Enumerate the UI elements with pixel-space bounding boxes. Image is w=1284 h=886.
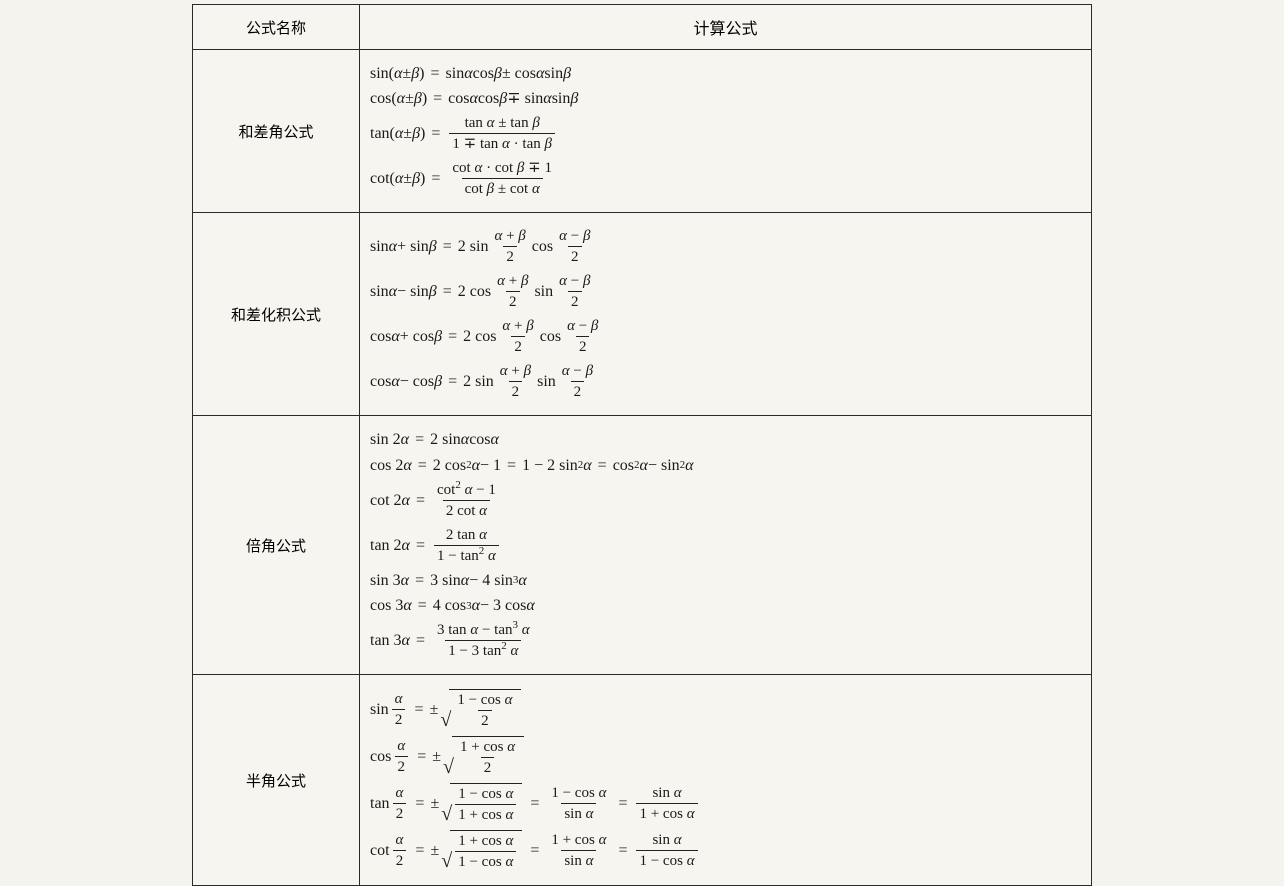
header-formula: 计算公式 [360, 5, 1092, 50]
formula-cell: sin α2=± √1 − cos α2 cos α2=± √1 + cos α2… [360, 675, 1092, 886]
formula-line: cos α2=± √1 + cos α2 [370, 736, 1081, 777]
formula-line: cos 2α=2 cos2 α − 1=1 − 2 sin2 α=cos2 α … [370, 456, 1081, 475]
formula-line: tan 3α=3 tan α − tan3 α1 − 3 tan2 α [370, 621, 1081, 660]
formula-line: cot(α ± β)=cot α · cot β ∓ 1cot β ± cot … [370, 159, 1081, 198]
formula-line: cot α2=± √1 + cos α1 − cos α=1 + cos αsi… [370, 830, 1081, 871]
formula-line: tan α2=± √1 − cos α1 + cos α=1 − cos αsi… [370, 783, 1081, 824]
formula-line: sin(α ± β)=sin α cos β ± cos α sin β [370, 64, 1081, 83]
formula-line: sin 3α=3 sin α − 4 sin3 α [370, 571, 1081, 590]
table-header-row: 公式名称 计算公式 [193, 5, 1092, 50]
formula-name-cell: 半角公式 [193, 675, 360, 886]
formula-line: cot 2α=cot2 α − 12 cot α [370, 481, 1081, 520]
formula-line: cos(α ± β)=cos α cos β ∓ sin α sin β [370, 89, 1081, 108]
formula-cell: sin 2α=2 sin α cos α cos 2α=2 cos2 α − 1=… [360, 416, 1092, 675]
formula-line: sin α2=± √1 − cos α2 [370, 689, 1081, 730]
table-row: 倍角公式 sin 2α=2 sin α cos α cos 2α=2 cos2 α … [193, 416, 1092, 675]
formula-name-cell: 和差角公式 [193, 50, 360, 213]
formula-line: cos 3α=4 cos3 α − 3 cos α [370, 596, 1081, 615]
formula-line: cos α + cos β=2 cos α + β2 cos α − β2 [370, 317, 1081, 356]
formula-line: sin α + sin β=2 sin α + β2 cos α − β2 [370, 227, 1081, 266]
table-row: 和差角公式sin(α ± β)=sin α cos β ± cos α sin … [193, 50, 1092, 213]
formula-line: sin α − sin β=2 cos α + β2 sin α − β2 [370, 272, 1081, 311]
formula-table: 公式名称 计算公式 和差角公式sin(α ± β)=sin α cos β ± … [192, 4, 1092, 886]
formula-name-cell: 倍角公式 [193, 416, 360, 675]
formula-name-cell: 和差化积公式 [193, 213, 360, 416]
formula-line: sin 2α=2 sin α cos α [370, 430, 1081, 449]
formula-line: tan(α ± β)=tan α ± tan β1 ∓ tan α · tan … [370, 114, 1081, 153]
table-row: 和差化积公式sin α + sin β=2 sin α + β2 cos α −… [193, 213, 1092, 416]
formula-cell: sin(α ± β)=sin α cos β ± cos α sin β cos(… [360, 50, 1092, 213]
formula-cell: sin α + sin β=2 sin α + β2 cos α − β2 sin… [360, 213, 1092, 416]
header-name: 公式名称 [193, 5, 360, 50]
formula-line: tan 2α=2 tan α1 − tan2 α [370, 526, 1081, 565]
formula-line: cos α − cos β=2 sin α + β2 sin α − β2 [370, 362, 1081, 401]
table-row: 半角公式sin α2=± √1 − cos α2 cos α2=± √1 + co… [193, 675, 1092, 886]
